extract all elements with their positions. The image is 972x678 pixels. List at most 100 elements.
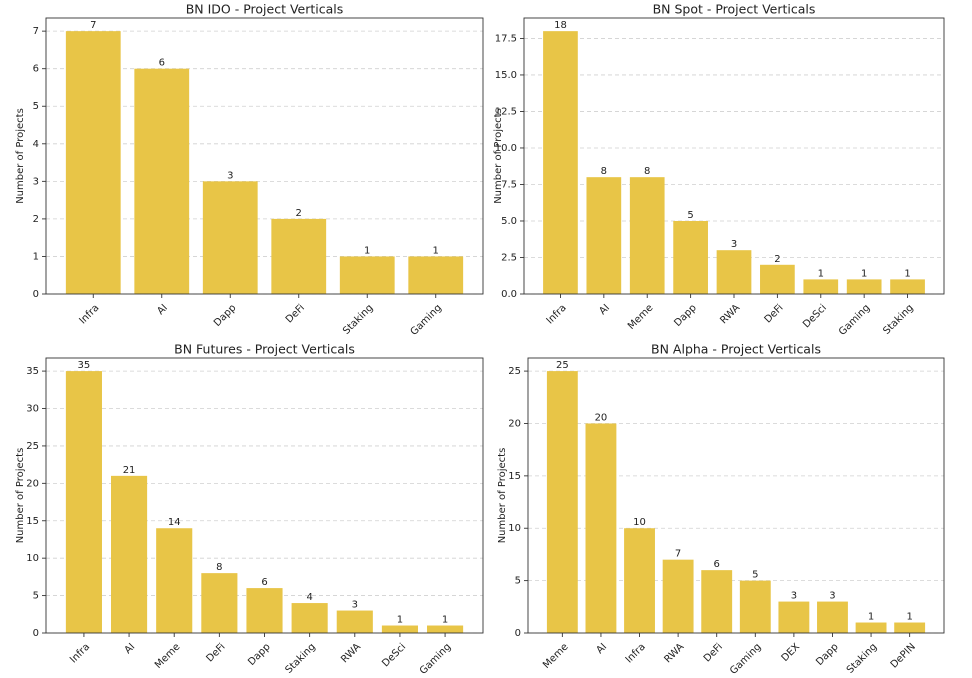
x-tick-label: DeFi [205, 641, 228, 664]
value-label: 1 [433, 245, 439, 256]
y-tick-label: 0 [515, 628, 521, 639]
x-tick-label: Staking [283, 641, 317, 675]
y-tick-label: 6 [33, 64, 39, 75]
bar [585, 423, 617, 633]
x-tick-label: RWA [718, 302, 742, 326]
bar [716, 250, 752, 294]
value-label: 3 [829, 591, 835, 602]
bar [134, 68, 190, 294]
x-tick-label: AI [155, 302, 170, 317]
bar [760, 264, 795, 294]
y-tick-label: 15.0 [495, 70, 517, 81]
value-label: 2 [296, 208, 302, 219]
bar [65, 31, 121, 295]
y-tick-label: 5 [33, 591, 39, 602]
y-tick-label: 20 [508, 418, 521, 429]
y-tick-label: 5 [515, 576, 521, 587]
value-label: 3 [227, 170, 233, 181]
bar [673, 220, 708, 294]
x-tick-label: Infra [545, 302, 569, 326]
value-label: 7 [675, 549, 681, 560]
chart-title: BN Alpha - Project Verticals [651, 342, 821, 357]
bar [894, 622, 926, 633]
value-label: 1 [818, 268, 824, 279]
bar [65, 371, 102, 633]
bar [846, 279, 882, 294]
bar [381, 625, 418, 633]
value-label: 1 [364, 245, 370, 256]
x-tick-label: DeFi [702, 641, 725, 664]
x-tick-label: DeFi [763, 302, 786, 325]
x-tick-label: DePIN [889, 641, 918, 670]
value-label: 1 [906, 612, 912, 623]
x-tick-label: DeSci [380, 641, 408, 669]
bar [336, 610, 373, 633]
value-label: 6 [714, 559, 720, 570]
y-tick-label: 4 [33, 139, 39, 150]
value-label: 1 [868, 612, 874, 623]
x-tick-label: AI [594, 641, 609, 656]
bar [890, 279, 925, 294]
value-label: 2 [774, 254, 780, 265]
bar [111, 475, 148, 633]
chart-title: BN IDO - Project Verticals [186, 2, 344, 17]
bar [427, 625, 464, 633]
x-tick-label: RWA [663, 641, 687, 665]
x-tick-label: AI [123, 641, 138, 656]
x-tick-label: Meme [541, 641, 570, 670]
bar [246, 588, 283, 633]
bar [408, 256, 464, 294]
bar [156, 528, 193, 633]
value-label: 35 [78, 360, 91, 371]
x-tick-label: AI [597, 302, 612, 317]
bar [546, 371, 578, 633]
value-label: 5 [752, 570, 758, 581]
y-tick-label: 3 [33, 176, 39, 187]
x-tick-label: Dapp [212, 302, 239, 329]
y-axis-label: Number of Projects [15, 108, 26, 204]
y-tick-label: 5.0 [501, 216, 517, 227]
x-tick-label: Staking [881, 302, 915, 336]
y-tick-label: 20 [26, 478, 39, 489]
value-label: 5 [687, 210, 693, 221]
value-label: 8 [601, 166, 607, 177]
x-tick-label: Gaming [409, 302, 444, 337]
value-label: 8 [644, 166, 650, 177]
x-tick-label: Gaming [418, 641, 453, 676]
bar [202, 181, 258, 294]
x-tick-label: Dapp [246, 641, 273, 668]
value-label: 3 [731, 239, 737, 250]
value-label: 25 [556, 360, 569, 371]
y-tick-label: 0 [33, 628, 39, 639]
bar [855, 622, 887, 633]
value-label: 1 [904, 268, 910, 279]
x-tick-label: DeFi [284, 302, 307, 325]
value-label: 3 [791, 591, 797, 602]
bar [662, 559, 694, 633]
bar [271, 218, 327, 294]
x-tick-label: Infra [624, 641, 648, 665]
x-tick-label: Infra [77, 302, 101, 326]
x-tick-label: Gaming [837, 302, 872, 337]
x-tick-label: Gaming [728, 641, 763, 676]
y-tick-label: 15 [508, 471, 521, 482]
value-label: 6 [159, 58, 165, 69]
value-label: 4 [306, 592, 312, 603]
x-tick-label: Staking [845, 641, 879, 675]
y-tick-label: 2 [33, 214, 39, 225]
bar [201, 573, 238, 633]
value-label: 1 [861, 268, 867, 279]
y-axis-label: Number of Projects [15, 448, 26, 544]
chart-title: BN Spot - Project Verticals [653, 2, 816, 17]
plot-frame [523, 17, 945, 295]
bar [778, 601, 810, 633]
bar [543, 31, 578, 295]
value-label: 7 [90, 20, 96, 31]
y-tick-label: 12.5 [495, 106, 517, 117]
y-tick-label: 35 [26, 366, 39, 377]
x-tick-label: DeSci [801, 302, 829, 330]
value-label: 14 [168, 517, 181, 528]
bar [739, 580, 771, 633]
y-axis-label: Number of Projects [497, 448, 508, 544]
